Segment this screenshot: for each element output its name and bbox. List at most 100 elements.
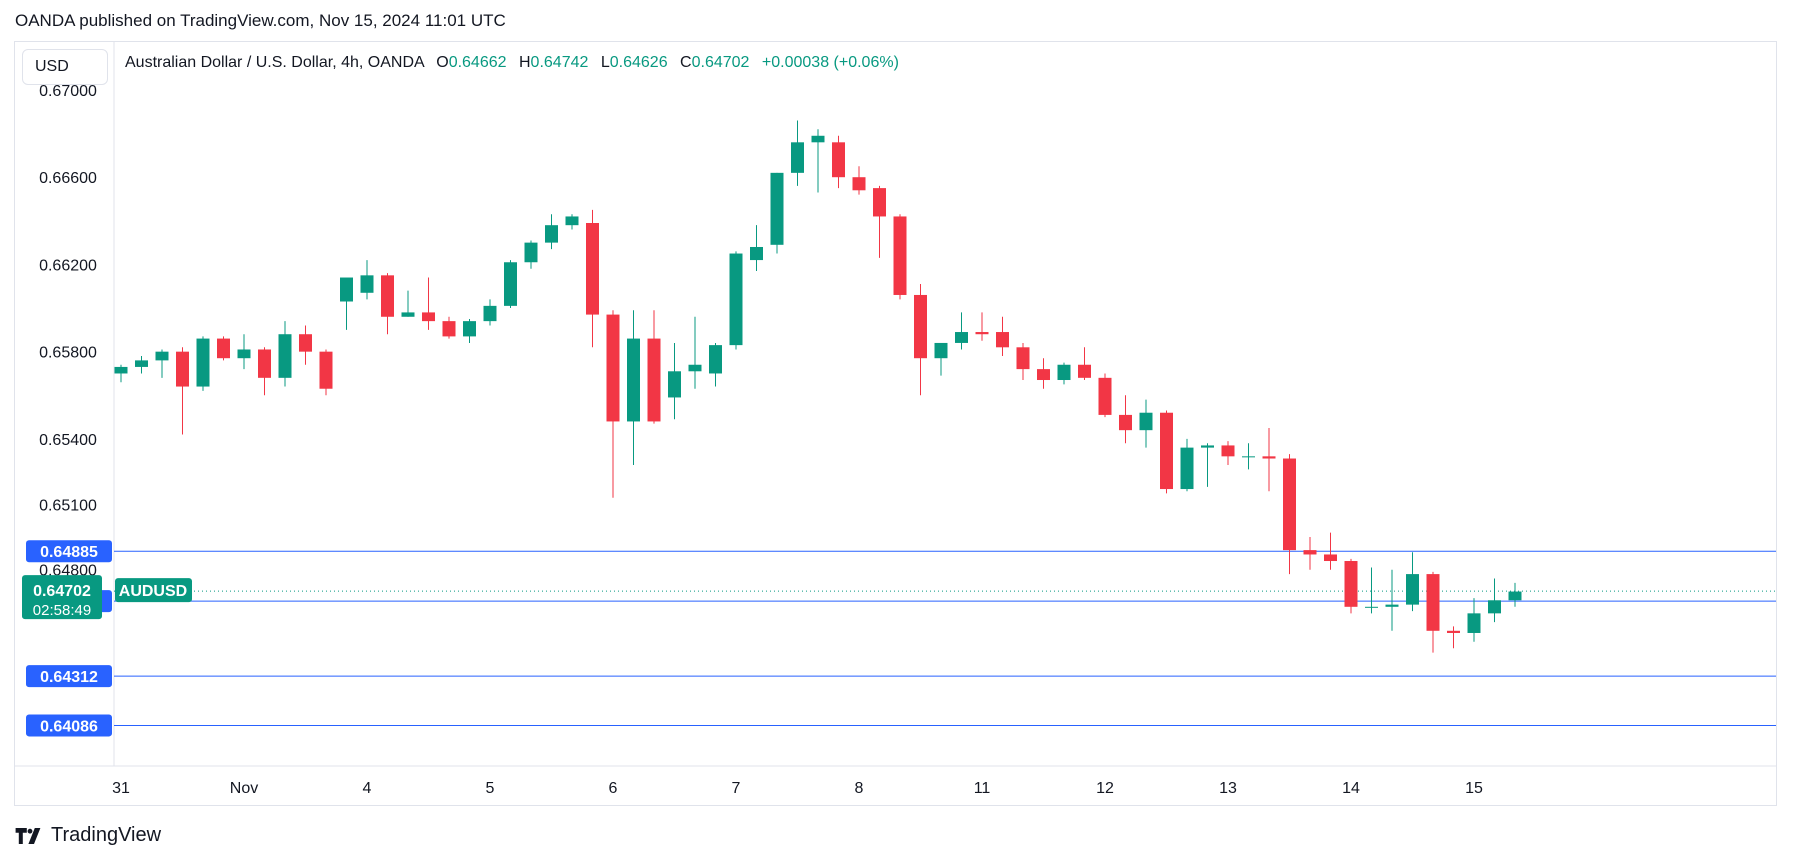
legend-low-label: L — [600, 54, 610, 71]
x-tick-label: 15 — [1465, 780, 1483, 797]
candle-body — [832, 142, 845, 178]
candle-body — [1488, 600, 1501, 614]
candle-body — [914, 294, 927, 359]
candle-body — [688, 364, 702, 372]
x-tick-label: 13 — [1219, 780, 1237, 797]
candle-body — [1201, 445, 1214, 448]
price-tags: 0.648850.646560.643120.640860.6470202:58… — [22, 540, 192, 737]
price-tag: 0.64312 — [40, 669, 98, 686]
legend-open-label: O — [436, 54, 449, 71]
candle-body — [627, 338, 640, 422]
x-tick-label: 31 — [112, 780, 130, 797]
candle-body — [340, 277, 353, 302]
candle-body — [586, 223, 599, 315]
legend-low: 0.64626 — [609, 54, 668, 71]
candle-body — [975, 332, 989, 335]
candle-body — [1242, 456, 1255, 458]
candle-body — [1098, 377, 1112, 415]
legend-open: 0.64662 — [448, 54, 507, 71]
candle-body — [750, 246, 763, 261]
candle-body — [360, 275, 374, 293]
candle-body — [176, 351, 189, 387]
candle-body — [1508, 591, 1522, 601]
candle-body — [770, 172, 784, 245]
candle-body — [893, 216, 907, 295]
candle-body — [1365, 606, 1378, 608]
legend-close-label: C — [680, 54, 692, 71]
x-tick-label: 12 — [1096, 780, 1114, 797]
last-price-value: 0.64702 — [33, 583, 91, 600]
candles[interactable] — [114, 120, 1522, 653]
legend-change: +0.00038 (+0.06%) — [761, 54, 899, 71]
legend-symbol: Australian Dollar / U.S. Dollar, 4h, OAN… — [125, 54, 424, 71]
x-tick-label: 7 — [732, 780, 741, 797]
y-tick-label: 0.65800 — [39, 345, 97, 362]
price-tag-bg — [26, 714, 112, 737]
candle-body — [442, 321, 456, 337]
y-tick-label: 0.67000 — [39, 83, 97, 100]
candle-body — [217, 338, 230, 359]
candle-body — [1057, 364, 1071, 381]
candle-body — [1324, 554, 1337, 562]
candle-body — [1119, 414, 1132, 431]
countdown-timer: 02:58:49 — [33, 602, 91, 619]
candle-body — [401, 312, 415, 317]
candle-body — [1078, 364, 1091, 378]
candle-body — [1139, 412, 1153, 431]
candle-body — [606, 314, 620, 422]
candle-body — [1467, 613, 1481, 633]
candle-body — [1180, 447, 1194, 490]
candle-body — [524, 242, 538, 263]
candle-body — [1447, 630, 1460, 633]
candle-body — [155, 351, 169, 361]
tradingview-logo-text: TradingView — [51, 824, 162, 846]
price-tag: 0.64885 — [40, 544, 98, 561]
x-tick-label: Nov — [230, 780, 258, 797]
candle-body — [1385, 604, 1399, 607]
candle-body — [709, 345, 722, 374]
x-tick-label: 11 — [974, 780, 991, 797]
candle-body — [1406, 574, 1419, 605]
y-axis-ticks: 0.67000 0.66600 0.66200 0.65800 0.65400 0.651… — [39, 83, 97, 580]
y-tick-label: 0.65100 — [39, 497, 97, 514]
candle-body — [1160, 412, 1173, 490]
candle-body — [934, 342, 948, 359]
candle-body — [463, 321, 476, 337]
currency-button[interactable]: USD — [22, 49, 108, 85]
price-tag-bg — [26, 540, 112, 563]
candle-body — [852, 177, 866, 191]
candle-body — [873, 188, 886, 217]
candle-body — [381, 275, 394, 317]
symbol-tag: AUDUSD — [119, 583, 187, 600]
y-tick-label: 0.66200 — [39, 257, 97, 274]
y-tick-label: 0.66600 — [39, 170, 97, 187]
x-axis-ticks: 31 Nov 4 5 6 7 8 11 12 13 14 15 — [112, 780, 1483, 797]
tradingview-logo[interactable]: TradingView — [15, 824, 161, 847]
candle-body — [483, 305, 497, 322]
price-tag-bg — [26, 665, 112, 688]
candle-body — [196, 338, 210, 387]
candle-body — [504, 262, 517, 306]
candle-body — [647, 338, 661, 422]
candle-body — [565, 216, 579, 226]
candle-body — [114, 366, 128, 374]
candle-body — [422, 312, 435, 322]
ohlc-legend: Australian Dollar / U.S. Dollar, 4h, OAN… — [125, 54, 899, 72]
x-tick-label: 8 — [855, 780, 864, 797]
tradingview-logo-icon — [15, 827, 41, 844]
candle-body — [996, 332, 1009, 348]
candle-body — [135, 360, 148, 367]
candle-body — [1037, 369, 1050, 381]
x-tick-label: 6 — [609, 780, 618, 797]
last-price-tag-bg — [22, 575, 102, 620]
candle-body — [319, 351, 333, 389]
candle-body — [545, 225, 558, 243]
symbol-tag-bg — [115, 578, 192, 603]
price-tag: 0.64086 — [40, 718, 98, 735]
legend-close: 0.64702 — [691, 54, 750, 71]
candle-body — [1426, 574, 1440, 631]
legend-high-label: H — [518, 54, 531, 71]
candle-body — [729, 253, 743, 346]
